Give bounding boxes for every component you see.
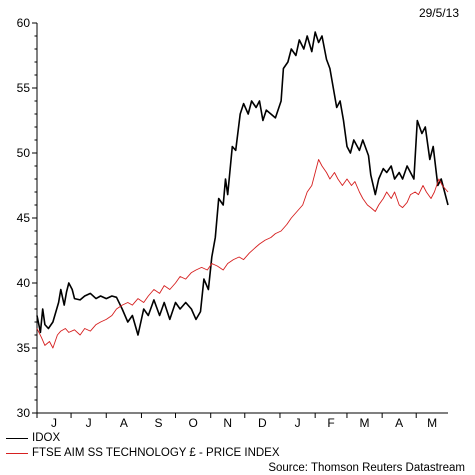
- x-tick-label: J: [51, 416, 57, 430]
- x-tick-label: M: [360, 416, 370, 430]
- x-tick-label: J: [295, 416, 301, 430]
- x-tick-label: S: [154, 416, 162, 430]
- x-tick-label: M: [427, 416, 437, 430]
- y-tick-label: 55: [17, 81, 31, 95]
- x-tick-label: N: [223, 416, 232, 430]
- y-tick-label: 35: [17, 341, 31, 355]
- series-line-ftse: [36, 159, 449, 349]
- y-tick-label: 40: [17, 276, 31, 290]
- source-note: Source: Thomson Reuters Datastream: [268, 462, 465, 474]
- legend-swatch-ftse: [6, 452, 28, 454]
- y-tick-label: 60: [17, 16, 31, 30]
- legend-item-ftse: FTSE AIM SS TECHNOLOGY £ - PRICE INDEX: [6, 447, 280, 459]
- x-tick-label: F: [327, 416, 334, 430]
- x-tick-label: J: [86, 416, 92, 430]
- chart-axes: [36, 23, 448, 414]
- y-axis-ticks: 30 35 40 45 50 55 60: [17, 16, 37, 420]
- y-tick-label: 30: [17, 406, 31, 420]
- legend-label-ftse: FTSE AIM SS TECHNOLOGY £ - PRICE INDEX: [32, 447, 280, 459]
- series-line-idox: [36, 31, 449, 336]
- y-tick-label: 45: [17, 211, 31, 225]
- legend-label-idox: IDOX: [32, 432, 61, 444]
- y-tick-label: 50: [17, 146, 31, 160]
- legend-item-idox: IDOX: [6, 432, 60, 444]
- x-tick-label: A: [120, 416, 128, 430]
- legend-swatch-idox: [6, 437, 28, 439]
- x-tick-label: D: [258, 416, 267, 430]
- date-stamp: 29/5/13: [418, 6, 459, 20]
- chart-series: [36, 31, 449, 349]
- x-tick-label: O: [188, 416, 197, 430]
- x-tick-label: A: [395, 416, 403, 430]
